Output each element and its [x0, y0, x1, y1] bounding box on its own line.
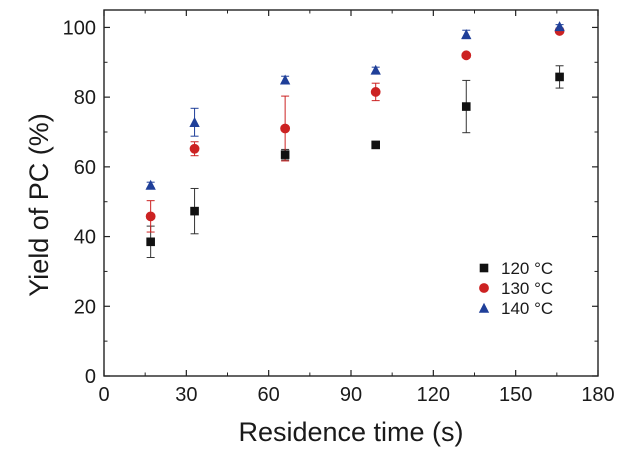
data-point-square — [190, 206, 199, 216]
data-point-triangle — [554, 21, 565, 32]
x-tick-label: 0 — [98, 384, 109, 406]
y-tick-label: 100 — [63, 17, 96, 39]
data-point-circle — [461, 50, 472, 61]
y-tick-label: 20 — [74, 296, 96, 318]
x-tick-label: 60 — [258, 384, 280, 406]
data-point-circle — [280, 123, 291, 134]
data-point-triangle — [461, 29, 472, 40]
x-tick-label: 180 — [581, 384, 614, 406]
data-markers — [145, 21, 565, 247]
legend-label: 140 °C — [501, 299, 553, 318]
data-point-square — [461, 102, 471, 111]
y-tick-label: 0 — [85, 366, 96, 388]
x-tick-label: 120 — [417, 384, 450, 406]
data-point-square — [280, 150, 290, 159]
x-axis-title: Residence time (s) — [238, 417, 463, 447]
y-tick-label: 40 — [74, 227, 96, 249]
y-axis-title: Yield of PC (%) — [24, 113, 54, 297]
data-point-triangle — [145, 179, 156, 190]
tick-labels: 0 30 60 90 120 150 180 0 20 40 60 80 100 — [63, 17, 615, 406]
data-point-circle — [145, 211, 156, 222]
data-point-circle — [370, 87, 381, 97]
legend-label: 120 °C — [501, 259, 553, 278]
axis-ticks — [103, 10, 599, 377]
legend-marker-square — [479, 263, 489, 273]
legend-marker-circle — [479, 283, 489, 293]
x-tick-label: 150 — [499, 384, 532, 406]
data-point-triangle — [189, 117, 200, 127]
x-tick-label: 90 — [340, 384, 362, 406]
data-point-circle — [189, 143, 200, 154]
data-point-triangle — [370, 64, 381, 75]
legend-marker-triangle — [478, 302, 490, 313]
legend-label: 130 °C — [501, 279, 553, 298]
y-tick-label: 80 — [74, 87, 96, 109]
data-point-square — [146, 237, 155, 247]
data-point-square — [371, 140, 380, 150]
data-point-triangle — [279, 74, 291, 85]
y-tick-label: 60 — [74, 157, 96, 179]
data-point-square — [555, 72, 564, 82]
x-tick-label: 30 — [175, 384, 197, 406]
